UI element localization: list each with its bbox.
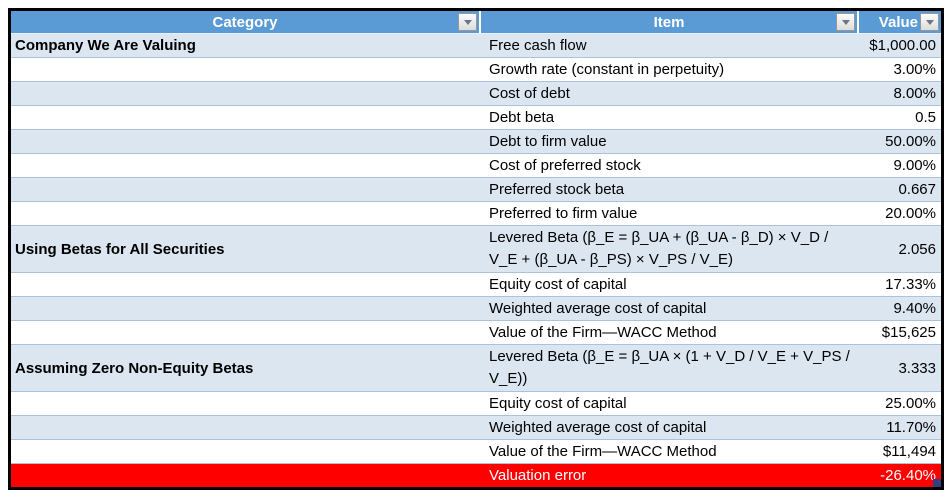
value-cell[interactable]: 25.00% [885, 395, 936, 412]
value-cell[interactable]: 20.00% [885, 205, 936, 222]
column-header-category-label: Category [212, 13, 278, 31]
column-header-category[interactable]: Category [11, 11, 481, 33]
value-cell[interactable]: 11.70% [886, 419, 936, 436]
item-cell[interactable]: Levered Beta (β_E = β_UA + (β_UA - β_D) … [489, 229, 829, 268]
value-cell[interactable]: $15,625 [881, 324, 936, 341]
category-cell[interactable] [11, 178, 481, 201]
item-cell[interactable]: Weighted average cost of capital [489, 299, 707, 317]
table-resize-handle[interactable] [933, 479, 941, 487]
item-cell[interactable]: Free cash flow [489, 36, 587, 54]
chevron-down-icon [841, 19, 850, 25]
value-cell[interactable]: 17.33% [885, 276, 936, 293]
table-header-row: Category Item Value [11, 11, 941, 33]
value-cell[interactable]: $11,494 [882, 443, 936, 460]
table-row: Debt to firm value 50.00% [11, 129, 941, 153]
table-row: Valuation error -26.40% [11, 463, 941, 487]
value-cell[interactable]: 3.00% [893, 61, 936, 78]
value-cell[interactable]: 3.333 [898, 359, 936, 377]
column-header-value-label: Value [878, 13, 918, 31]
category-cell[interactable] [11, 297, 481, 320]
column-header-item-label: Item [653, 13, 685, 31]
category-cell[interactable] [11, 440, 481, 463]
table-row: Value of the Firm—WACC Method $11,494 [11, 439, 941, 463]
category-cell[interactable]: Company We Are Valuing [15, 37, 196, 54]
table-row: Debt beta 0.5 [11, 105, 941, 129]
column-header-value[interactable]: Value [859, 11, 941, 33]
value-cell[interactable]: 8.00% [893, 85, 936, 102]
table-row: Using Betas for All Securities Levered Be… [11, 225, 941, 272]
filter-dropdown-button[interactable] [458, 13, 477, 31]
category-cell[interactable]: Assuming Zero Non-Equity Betas [15, 359, 254, 377]
item-cell[interactable]: Weighted average cost of capital [489, 418, 707, 436]
category-cell[interactable] [11, 130, 481, 153]
table-row: Value of the Firm—WACC Method $15,625 [11, 320, 941, 344]
item-cell[interactable]: Cost of debt [489, 84, 570, 102]
item-cell[interactable]: Equity cost of capital [489, 275, 627, 293]
category-cell[interactable] [11, 273, 481, 296]
value-cell[interactable]: -26.40% [880, 467, 936, 484]
valuation-table: Category Item Value Company We Are Valui… [8, 8, 944, 490]
table-row: Company We Are Valuing Free cash flow $1,0… [11, 33, 941, 57]
item-cell[interactable]: Equity cost of capital [489, 394, 627, 412]
filter-dropdown-button[interactable] [836, 13, 855, 31]
item-cell[interactable]: Preferred stock beta [489, 180, 625, 198]
filter-dropdown-button[interactable] [920, 13, 939, 31]
item-cell[interactable]: Preferred to firm value [489, 204, 638, 222]
category-cell[interactable] [11, 416, 481, 439]
category-cell[interactable] [11, 58, 481, 81]
category-cell[interactable]: Using Betas for All Securities [15, 240, 225, 258]
table-row: Assuming Zero Non-Equity Betas Levered Be… [11, 344, 941, 391]
table-row: Growth rate (constant in perpetuity) 3.00… [11, 57, 941, 81]
category-cell[interactable] [11, 82, 481, 105]
table-row: Preferred to firm value 20.00% [11, 201, 941, 225]
table-body: Company We Are Valuing Free cash flow $1,0… [11, 33, 941, 487]
item-cell[interactable]: Valuation error [489, 466, 587, 484]
item-cell[interactable]: Debt to firm value [489, 132, 607, 150]
table-row: Weighted average cost of capital 9.40% [11, 296, 941, 320]
item-cell[interactable]: Debt beta [489, 108, 555, 126]
chevron-down-icon [463, 19, 472, 25]
category-cell[interactable] [11, 202, 481, 225]
category-cell[interactable] [11, 392, 481, 415]
table-row: Cost of preferred stock 9.00% [11, 153, 941, 177]
value-cell[interactable]: 9.40% [893, 300, 936, 317]
value-cell[interactable]: $1,000.00 [869, 37, 936, 54]
value-cell[interactable]: 2.056 [898, 240, 936, 258]
value-cell[interactable]: 9.00% [893, 157, 936, 174]
value-cell[interactable]: 0.667 [898, 181, 936, 198]
table-row: Weighted average cost of capital 11.70% [11, 415, 941, 439]
category-cell[interactable] [11, 154, 481, 177]
value-cell[interactable]: 0.5 [915, 109, 936, 126]
category-cell[interactable] [11, 106, 481, 129]
value-cell[interactable]: 50.00% [885, 133, 936, 150]
table-row: Preferred stock beta 0.667 [11, 177, 941, 201]
table-row: Equity cost of capital 25.00% [11, 391, 941, 415]
category-cell[interactable] [11, 464, 481, 487]
table-row: Cost of debt 8.00% [11, 81, 941, 105]
table-row: Equity cost of capital 17.33% [11, 272, 941, 296]
chevron-down-icon [925, 19, 934, 25]
item-cell[interactable]: Cost of preferred stock [489, 156, 641, 174]
item-cell[interactable]: Growth rate (constant in perpetuity) [489, 60, 725, 78]
column-header-item[interactable]: Item [481, 11, 859, 33]
item-cell[interactable]: Value of the Firm—WACC Method [489, 323, 717, 341]
item-cell[interactable]: Value of the Firm—WACC Method [489, 442, 717, 460]
category-cell[interactable] [11, 321, 481, 344]
item-cell[interactable]: Levered Beta (β_E = β_UA × (1 + V_D / V_… [489, 348, 850, 387]
